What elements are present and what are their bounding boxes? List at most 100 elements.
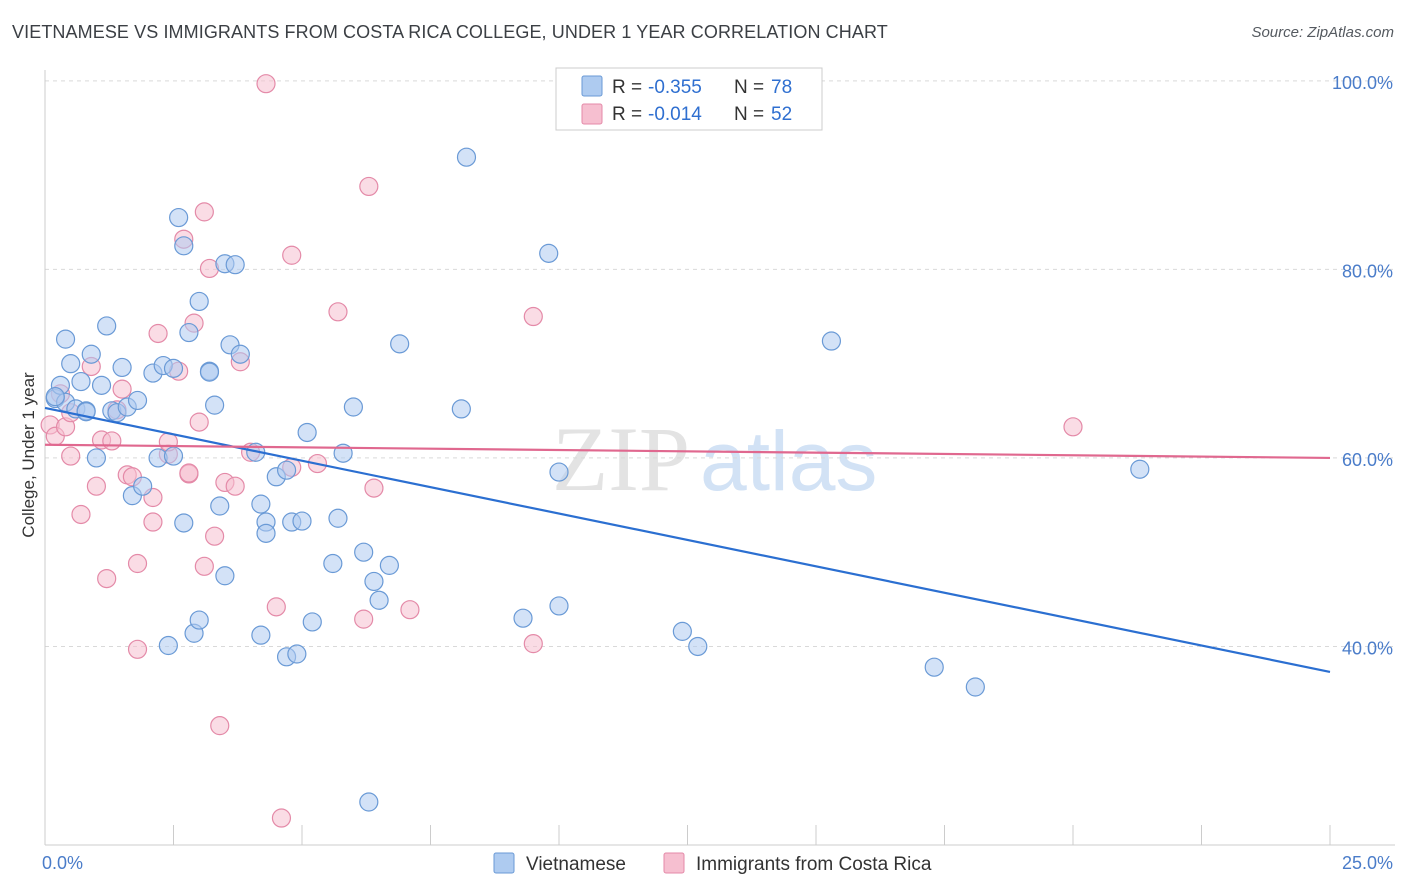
costa-rica-point (225, 476, 245, 496)
vietnamese-point (112, 357, 132, 378)
vietnamese-point (199, 362, 220, 382)
vietnamese-point (379, 555, 399, 575)
vietnamese-point (549, 596, 569, 616)
x-tick-label: 0.0% (42, 853, 83, 873)
costa-rica-trend-line (44, 443, 1331, 460)
costa-rica-point (143, 512, 163, 532)
costa-rica-point (282, 245, 302, 265)
vietnamese-point (179, 322, 199, 343)
costa-rica-point (354, 609, 374, 629)
y-tick-label: 100.0% (1332, 73, 1393, 93)
vietnamese-point (1130, 459, 1150, 479)
bottom-legend: Vietnamese Immigrants from Costa Rica (493, 852, 932, 875)
vietnamese-point (133, 476, 153, 496)
vietnamese-point (924, 657, 944, 677)
vietnamese-point (343, 397, 363, 417)
vietnamese-point (539, 243, 559, 263)
vietnamese-point (323, 553, 343, 574)
costa-rica-point (148, 323, 168, 344)
bottom-legend-costa-rica: Immigrants from Costa Rica (696, 854, 932, 875)
legend-n-label: N = (734, 104, 764, 125)
vietnamese-trend-line (44, 406, 1331, 673)
costa-rica-point (328, 302, 348, 322)
costa-rica-point (189, 412, 209, 432)
vietnamese-point (174, 236, 194, 256)
legend-r-label: R = (612, 77, 642, 98)
bottom-legend-swatch-costa-rica (663, 852, 685, 874)
watermark: ZIP atlas (552, 408, 877, 510)
vietnamese-point (451, 399, 471, 419)
costa-rica-point (86, 476, 107, 496)
vietnamese-point (328, 508, 348, 528)
costa-rica-point (523, 306, 543, 327)
vietnamese-point (297, 422, 317, 443)
vietnamese-point (230, 344, 250, 364)
vietnamese-point (71, 371, 91, 392)
costa-rica-point (1063, 417, 1083, 437)
vietnamese-point (302, 612, 322, 632)
costa-rica-point (71, 504, 91, 525)
costa-rica-point (256, 74, 276, 94)
vietnamese-point (97, 316, 117, 336)
vietnamese-point (672, 621, 692, 641)
watermark-atlas: atlas (700, 414, 877, 508)
legend-r-value: -0.014 (648, 104, 702, 125)
costa-rica-point (205, 526, 225, 546)
vietnamese-point (276, 460, 297, 480)
vietnamese-point (354, 542, 374, 562)
series-vietnamese-points (45, 147, 1150, 812)
costa-rica-point (179, 463, 199, 483)
legend-r-value: -0.355 (648, 77, 702, 98)
vietnamese-point (364, 571, 384, 592)
vietnamese-point (359, 792, 379, 812)
vietnamese-point (287, 644, 307, 664)
vietnamese-point (91, 375, 112, 395)
watermark-zip: ZIP (552, 408, 690, 510)
costa-rica-point (523, 634, 543, 654)
vietnamese-point (251, 625, 271, 645)
source-label: Source: ZipAtlas.com (1251, 24, 1394, 41)
legend-n-label: N = (734, 77, 764, 98)
legend-swatch-vietnamese (581, 75, 603, 97)
vietnamese-point (189, 610, 209, 630)
vietnamese-point (456, 147, 477, 167)
vietnamese-point (163, 446, 184, 466)
bottom-legend-swatch-vietnamese (493, 852, 515, 874)
costa-rica-point (210, 716, 230, 736)
costa-rica-point (194, 202, 214, 222)
costa-rica-point (194, 556, 214, 576)
vietnamese-point (205, 395, 225, 415)
axes: 40.0% 60.0% 80.0% 100.0% 0.0% 25.0% (42, 70, 1395, 873)
bottom-legend-vietnamese: Vietnamese (526, 854, 626, 875)
costa-rica-point (102, 431, 122, 451)
costa-rica-point (266, 597, 286, 617)
legend-n-value: 78 (771, 77, 792, 98)
costa-rica-point (127, 553, 148, 574)
vietnamese-point (158, 635, 178, 656)
vietnamese-point (225, 255, 245, 275)
vietnamese-point (292, 511, 312, 531)
vietnamese-point (210, 496, 230, 516)
vietnamese-point (86, 448, 107, 468)
vietnamese-point (55, 329, 76, 349)
vietnamese-point (189, 291, 209, 312)
costa-rica-point (400, 600, 420, 620)
vietnamese-point (163, 358, 184, 378)
vietnamese-point (688, 636, 708, 657)
chart-title: VIETNAMESE VS IMMIGRANTS FROM COSTA RICA… (12, 22, 888, 42)
legend-n-value: 52 (771, 104, 792, 125)
vietnamese-point (127, 390, 148, 411)
y-axis-label: College, Under 1 year (19, 372, 38, 538)
x-tick-label: 25.0% (1342, 853, 1393, 873)
y-tick-label: 60.0% (1342, 450, 1393, 470)
vietnamese-point (821, 331, 842, 351)
vietnamese-point (369, 590, 389, 610)
vietnamese-point (251, 494, 271, 514)
y-tick-label: 40.0% (1342, 638, 1393, 658)
vietnamese-point (513, 608, 533, 628)
vietnamese-point (61, 354, 81, 374)
costa-rica-point (127, 639, 148, 659)
vietnamese-point (174, 513, 194, 533)
vietnamese-point (549, 462, 569, 482)
